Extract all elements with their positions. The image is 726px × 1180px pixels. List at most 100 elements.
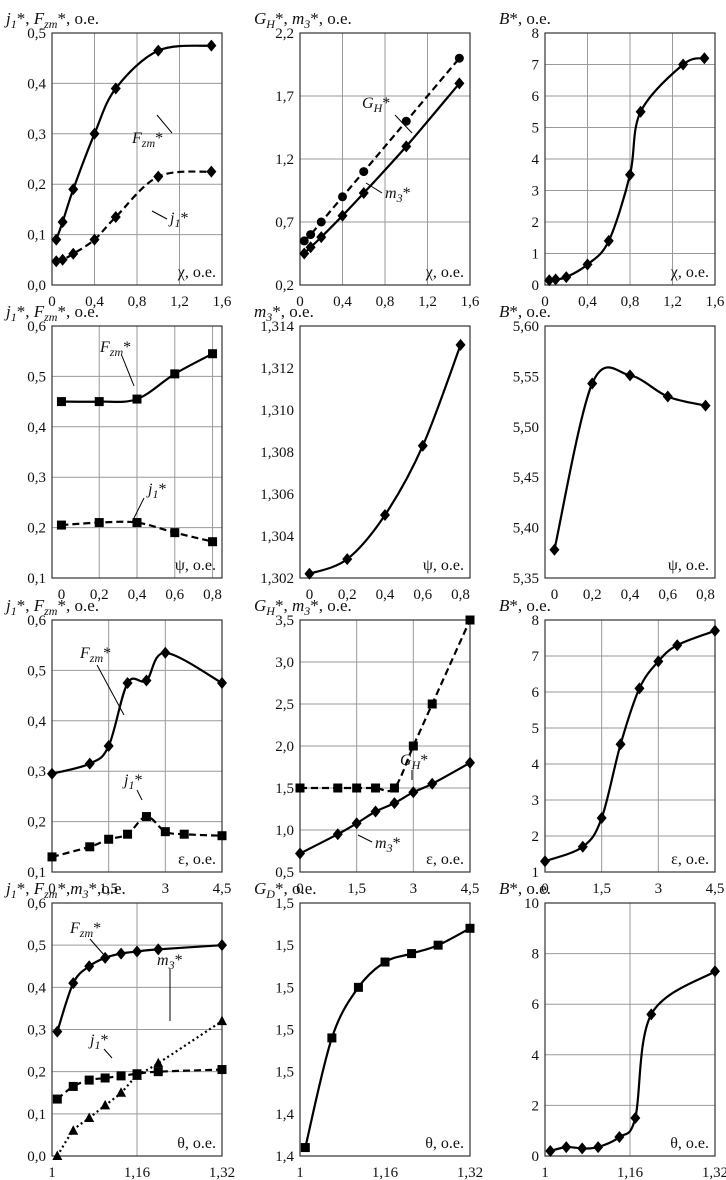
x-tick-label: 0,6: [165, 587, 184, 603]
y-tick-label: 0,0: [27, 1149, 46, 1165]
plot-frame: [51, 619, 223, 873]
data-point: [206, 165, 217, 178]
y-tick-label: 2: [532, 829, 540, 845]
y-axis-label: j1*, Fzm*,m3*,о.е.: [4, 879, 126, 901]
data-point: [427, 699, 437, 709]
x-tick-label: 1,32: [457, 1165, 483, 1180]
x-axis-label: ε, о.е.: [178, 851, 216, 868]
data-point: [625, 369, 635, 382]
data-point: [625, 168, 635, 181]
data-point: [401, 116, 411, 126]
chart-panel-10: 1 1,16 1,32 0,0 0,1 0,2 0,3 0,4 0,5 0,6j1*, Fzm*,…: [4, 879, 235, 1180]
data-point: [170, 369, 180, 379]
data-point: [153, 1067, 163, 1077]
y-axis-label: j1*, Fzm*, о.е.: [4, 9, 99, 31]
y-tick-label: 0,3: [27, 764, 46, 780]
data-point: [116, 1071, 126, 1081]
data-point: [662, 390, 673, 403]
data-point: [582, 258, 593, 271]
x-axis-label: χ, о.е.: [425, 264, 464, 281]
y-axis-label: GH*, m3*, о.е.: [254, 9, 352, 31]
y-axis-label: B*, о.е.: [499, 596, 551, 615]
data-point: [561, 271, 572, 284]
data-point: [299, 247, 310, 260]
data-point: [427, 777, 438, 790]
y-tick-label: 0,1: [27, 571, 46, 587]
y-tick-label: 1,304: [260, 529, 294, 545]
plot-frame: [51, 325, 223, 579]
y-tick-label: 2,0: [275, 739, 294, 755]
chart-panel-12: 1 1,16 1,32 0 2 4 6 8 10B*, о.е. θ, о.е.: [499, 879, 726, 1180]
plot-frame: [544, 32, 716, 286]
x-tick-label: 0: [48, 294, 56, 310]
x-tick-label: 0: [48, 881, 56, 897]
annotation-leader: [103, 1048, 113, 1059]
y-tick-label: 0,6: [27, 896, 46, 912]
y-tick-label: 1,302: [260, 571, 294, 587]
plot-frame: [299, 32, 471, 286]
annotation-leader: [121, 355, 135, 387]
data-point: [103, 740, 114, 752]
x-axis-label: ε, о.е.: [426, 851, 464, 868]
data-point: [304, 567, 315, 580]
y-tick-label: 0,1: [27, 865, 46, 881]
series-annotation: m3*: [385, 185, 411, 205]
data-point: [700, 399, 711, 412]
data-point: [56, 397, 66, 407]
y-tick-label: 7: [532, 649, 540, 665]
series-annotation: m3*: [375, 835, 401, 855]
y-tick-label: 0,1: [27, 228, 46, 244]
data-point: [615, 738, 626, 751]
data-point: [51, 233, 62, 246]
data-point: [710, 965, 720, 978]
x-tick-label: 0,4: [85, 294, 104, 310]
x-axis-label: ψ, о.е.: [668, 557, 709, 574]
data-point: [153, 1057, 164, 1068]
data-point: [68, 1125, 79, 1135]
y-tick-label: 1,310: [260, 403, 294, 419]
series-annotation: Fzm*: [79, 645, 111, 665]
y-tick-label: 0,7: [275, 215, 294, 231]
data-point: [52, 1094, 62, 1104]
y-tick-label: 5,50: [513, 420, 539, 436]
x-axis-label: ψ, о.е.: [175, 557, 216, 574]
x-tick-label: 1,2: [418, 294, 437, 310]
data-point: [646, 1008, 657, 1021]
data-point: [408, 741, 418, 751]
y-axis-label: B*, о.е.: [499, 302, 551, 321]
y-tick-label: 0,5: [27, 663, 46, 679]
x-axis-label: θ, о.е.: [425, 1135, 464, 1152]
y-tick-label: 0,3: [27, 470, 46, 486]
y-tick-label: 5,45: [513, 470, 539, 486]
data-point: [433, 940, 443, 950]
data-point: [57, 216, 68, 228]
x-tick-label: 0: [306, 587, 314, 603]
data-point: [110, 210, 121, 223]
data-point: [549, 543, 560, 556]
series-line-1: [549, 57, 705, 282]
x-tick-label: 3: [410, 881, 418, 897]
data-point: [116, 947, 127, 960]
data-point: [305, 241, 316, 254]
x-tick-label: 3: [162, 881, 170, 897]
data-point: [123, 829, 133, 839]
data-point: [300, 1143, 310, 1153]
data-point: [160, 646, 171, 659]
data-point: [596, 812, 607, 824]
x-tick-label: 4,5: [213, 881, 232, 897]
y-tick-label: 5,55: [513, 369, 539, 385]
data-point: [179, 829, 189, 839]
x-axis-label: ε, о.е.: [671, 851, 709, 868]
y-tick-label: 2,5: [275, 697, 294, 713]
y-tick-label: 5,60: [513, 319, 539, 335]
data-point: [577, 1142, 588, 1155]
data-point: [678, 58, 689, 71]
data-point: [454, 77, 465, 90]
data-point: [217, 939, 227, 952]
y-tick-label: 6: [532, 997, 540, 1013]
annotation-leader: [136, 789, 143, 801]
data-point: [100, 1073, 110, 1083]
series-line-3: [56, 1020, 223, 1157]
y-tick-label: 1,5: [275, 1065, 294, 1081]
data-point: [68, 183, 79, 196]
